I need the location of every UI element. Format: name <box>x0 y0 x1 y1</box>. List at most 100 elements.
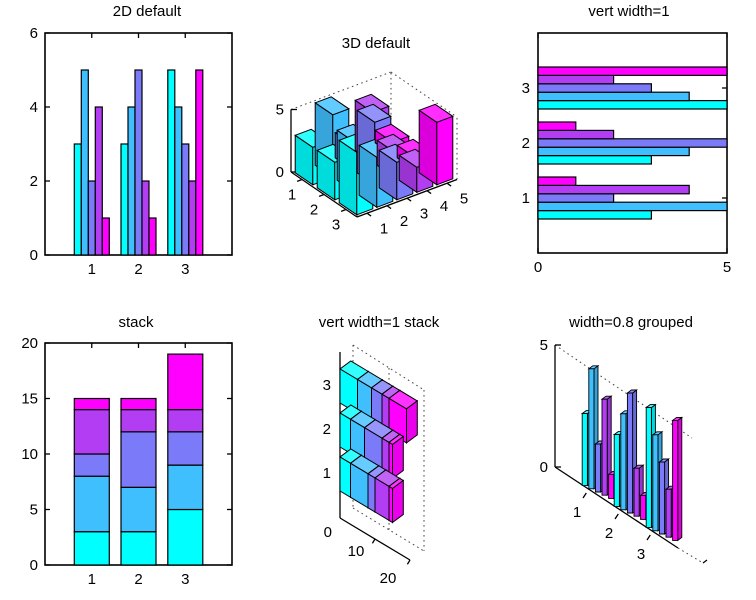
title-vert-width1: vert width=1 <box>588 3 670 20</box>
group-tick-label: 2 <box>605 525 613 542</box>
y-tick <box>340 208 347 213</box>
x-tick-label: 4 <box>440 198 448 215</box>
subplot-stack: 0 5 10 15 20 1 2 3 <box>21 335 233 588</box>
stack-group2-series3 <box>120 431 157 488</box>
stack-group2-series1 <box>120 531 157 566</box>
seg-end-face <box>392 479 404 524</box>
bar-front-face <box>645 407 652 529</box>
value-tick-label: 0 <box>324 524 332 541</box>
bar-group3-series5 <box>195 69 204 256</box>
stack-group3-series1 <box>167 508 204 566</box>
stack-group3-series5 <box>167 353 204 411</box>
bar-left-face <box>338 139 358 216</box>
bar-group3-series1 <box>167 69 176 256</box>
y-tick-label: 5 <box>30 502 38 519</box>
stack-group1-series3 <box>73 453 110 477</box>
stack-group2-series2 <box>120 486 157 533</box>
value-tick-label: 10 <box>348 543 365 560</box>
x-tick <box>386 205 392 210</box>
x-tick-label: 0 <box>534 259 542 276</box>
bar-front-face <box>594 443 602 493</box>
grid-rim <box>352 344 425 391</box>
z-tick-label: 5 <box>276 102 284 119</box>
value-tick <box>371 538 376 544</box>
z-tick-label: 0 <box>540 459 548 476</box>
bar-group2-series2 <box>127 106 136 256</box>
bar-group2-series3 <box>134 69 143 256</box>
bar-top-face <box>418 103 454 123</box>
x-tick-label: 2 <box>134 571 142 588</box>
gbar3d-group2-series4 <box>632 464 645 518</box>
bar-group3-series4 <box>188 180 197 256</box>
stack-group1-series1 <box>73 531 110 566</box>
stack-group3-series3 <box>167 431 204 466</box>
y-tick-label: 3 <box>332 217 340 234</box>
x-tick-label: 1 <box>380 220 388 237</box>
row-tick-label: 3 <box>323 377 331 394</box>
hbar-group3-series1 <box>537 99 728 110</box>
hbar-group2-series2 <box>537 146 690 157</box>
title-vert-w1-stack: vert width=1 stack <box>318 314 440 331</box>
row-tick-label: 1 <box>323 465 331 482</box>
stack-group2-series5 <box>120 397 157 411</box>
hbar-group3-series3 <box>537 83 653 93</box>
hbar-group1-series1 <box>537 210 653 220</box>
hbar-group3-series4 <box>537 74 615 85</box>
group-tick-label: 3 <box>637 546 645 563</box>
bar-side-face <box>677 416 683 542</box>
bar-group2-series4 <box>141 180 150 256</box>
y-tick-label: 1 <box>288 187 296 204</box>
x-tick-label: 5 <box>723 259 731 276</box>
y-tick <box>318 193 325 198</box>
bar-front-face <box>608 473 615 499</box>
bar3d-x5-y3 <box>418 103 454 186</box>
y-tick-label: 1 <box>522 190 530 207</box>
bar-group1-series5 <box>101 217 110 256</box>
seg-end-face <box>392 435 404 480</box>
seg-end-face <box>406 399 418 444</box>
group-tick <box>582 492 587 499</box>
gbar3d-group1-series2 <box>587 364 600 490</box>
y-tick <box>296 178 303 183</box>
bar-front-face <box>672 419 679 541</box>
x-tick-label: 2 <box>134 261 142 278</box>
stack-group1-series5 <box>73 397 110 411</box>
y-tick-label: 6 <box>30 25 38 42</box>
bar-front-face <box>581 413 588 487</box>
row-tick-label: 2 <box>323 421 331 438</box>
bar-front-face <box>588 368 595 490</box>
x-tick <box>406 197 412 202</box>
seg-front-face <box>339 412 351 455</box>
value-tick-label: 20 <box>380 570 397 587</box>
x-tick-label: 2 <box>400 213 408 230</box>
hbar-group1-series5 <box>537 176 577 186</box>
bar-group1-series1 <box>73 143 82 256</box>
bar-top-face <box>356 103 392 123</box>
hbar-group2-series3 <box>537 138 728 148</box>
hbar-group3-series2 <box>537 91 690 102</box>
y-tick-label: 0 <box>30 557 38 574</box>
bar-front-face <box>601 398 608 496</box>
group-axis-tail <box>677 547 704 564</box>
x-tick <box>366 212 372 217</box>
bar-group3-series3 <box>181 143 190 256</box>
subplot-barh-width1: 0 5 1 2 3 <box>522 32 731 276</box>
title-3d-default: 3D default <box>341 35 411 52</box>
seg-front-face <box>388 485 393 524</box>
stack-group3-series4 <box>167 409 204 433</box>
group-tick <box>614 513 619 520</box>
y-tick-label: 0 <box>30 247 38 264</box>
x-tick-label: 3 <box>181 571 189 588</box>
y-tick-label: 2 <box>522 135 530 152</box>
title-stack: stack <box>118 314 154 331</box>
value-tick <box>406 559 411 565</box>
stack-group3-series2 <box>167 464 204 511</box>
bar-group3-series2 <box>174 106 183 256</box>
hbar-group3-series5 <box>537 66 728 76</box>
group-axis <box>554 466 679 549</box>
x-tick-label: 1 <box>88 261 96 278</box>
hbar-group2-series1 <box>537 155 653 165</box>
y-tick-label: 2 <box>310 202 318 219</box>
bar-group1-series3 <box>87 180 96 256</box>
